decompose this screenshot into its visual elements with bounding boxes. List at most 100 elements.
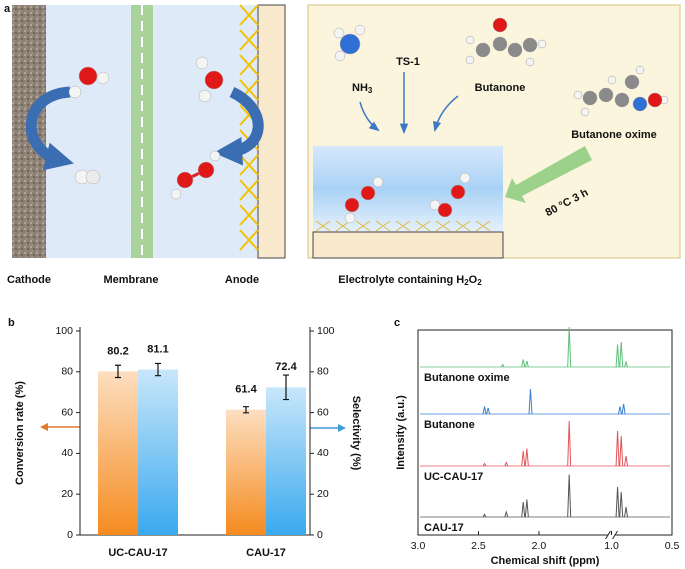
peak (619, 341, 624, 368)
peroxide-molecule (429, 172, 471, 218)
water-molecule (68, 66, 110, 99)
x-tick-label: UC-CAU-17 (108, 547, 167, 559)
product-label: Butanone oxime (571, 129, 657, 141)
peroxide-molecule (170, 150, 221, 200)
series-label: Butanone oxime (424, 372, 510, 384)
x-axis-label: Chemical shift (ppm) (491, 555, 600, 567)
membrane (131, 5, 153, 258)
y-tick-label: 20 (61, 488, 73, 500)
y-axis-label: Intensity (a.u.) (395, 395, 407, 470)
peak (615, 486, 620, 518)
peak (615, 430, 620, 467)
bar (226, 409, 266, 535)
bar (98, 371, 138, 535)
butanone-molecule (465, 17, 547, 67)
x-tick-label: 0.5 (665, 540, 680, 552)
ammoximation-scheme: NH3 TS-1 Butanone Butanone oxime 80 °C 3… (307, 4, 681, 287)
bar (266, 387, 306, 535)
peroxide-molecule (344, 176, 384, 224)
catalyst-layer (315, 220, 491, 232)
peak (524, 448, 529, 467)
error-bar (243, 406, 249, 414)
y2-tick-label: 0 (317, 529, 323, 541)
peak (621, 403, 626, 415)
electrode (312, 231, 504, 259)
left-axis-pointer-head (40, 423, 48, 431)
peak (567, 420, 572, 467)
series-label: CAU-17 (424, 522, 464, 534)
peak (500, 363, 505, 368)
y2-tick-label: 60 (317, 406, 329, 418)
y2-axis-label: Selectivity (%) (350, 396, 362, 471)
peak (624, 360, 629, 368)
y2-tick-label: 80 (317, 366, 329, 378)
peak (521, 359, 526, 368)
x-tick-label: CAU-17 (246, 547, 286, 559)
y-tick-label: 60 (61, 406, 73, 418)
flow-arrow (359, 101, 380, 132)
membrane-label: Membrane (103, 274, 158, 286)
peak (624, 455, 629, 467)
axis-pointers (40, 423, 346, 432)
peak (504, 510, 509, 518)
axis-break (605, 530, 618, 540)
peak (521, 450, 526, 467)
y2-tick-label: 100 (317, 325, 335, 337)
x-tick-label: 2.0 (532, 540, 547, 552)
x-tick-label: 1.0 (604, 540, 619, 552)
data-label: 72.4 (275, 361, 297, 373)
peak (524, 499, 529, 518)
right-axis-pointer-head (338, 424, 346, 432)
peak (482, 462, 487, 467)
data-label: 80.2 (107, 345, 128, 357)
panel-label: b (8, 317, 15, 329)
series-label: UC-CAU-17 (424, 471, 483, 483)
series-label: Butanone (424, 419, 475, 431)
peak (619, 435, 624, 467)
bar (138, 369, 178, 535)
peak (617, 406, 622, 415)
oxidation-arrow (213, 87, 264, 166)
electrolyte-label: Electrolyte containing H2O2 (338, 274, 482, 287)
data-label: 61.4 (235, 384, 257, 396)
reaction-arrow (505, 146, 592, 203)
peak (567, 326, 572, 368)
y-tick-label: 80 (61, 366, 73, 378)
y-tick-label: 40 (61, 447, 73, 459)
peak (482, 406, 487, 415)
x-tick-label: 2.5 (471, 540, 486, 552)
y2-tick-label: 40 (317, 447, 329, 459)
oxime-molecule (573, 65, 669, 117)
y-axis-label: Conversion rate (%) (14, 381, 26, 485)
peak (615, 344, 620, 368)
reactor (313, 146, 503, 232)
anode-label: Anode (225, 274, 259, 286)
ammonia-molecule (333, 24, 366, 62)
error-bar (155, 362, 161, 377)
peak (567, 474, 572, 518)
x-tick-label: 3.0 (411, 540, 426, 552)
flow-arrow (432, 95, 459, 133)
y-tick-label: 100 (55, 325, 73, 337)
ammonia-label: NH3 (352, 82, 373, 95)
peak (486, 407, 491, 415)
hydrogen-molecule (74, 169, 101, 185)
peak (619, 491, 624, 518)
plot-frame (417, 329, 673, 536)
panel-label: a (4, 3, 11, 15)
y-tick-label: 0 (67, 529, 73, 541)
reduction-arrow (25, 86, 74, 171)
water-molecule (195, 56, 224, 103)
data-label: 81.1 (147, 343, 168, 355)
error-bar (115, 364, 121, 379)
cathode-label: Cathode (7, 274, 51, 286)
ketone-label: Butanone (475, 82, 526, 94)
peak (524, 360, 529, 368)
panel-label: c (394, 317, 400, 329)
y2-tick-label: 20 (317, 488, 329, 500)
peak (624, 506, 629, 518)
peak (504, 461, 509, 467)
peak (482, 513, 487, 518)
error-bar (283, 374, 289, 401)
